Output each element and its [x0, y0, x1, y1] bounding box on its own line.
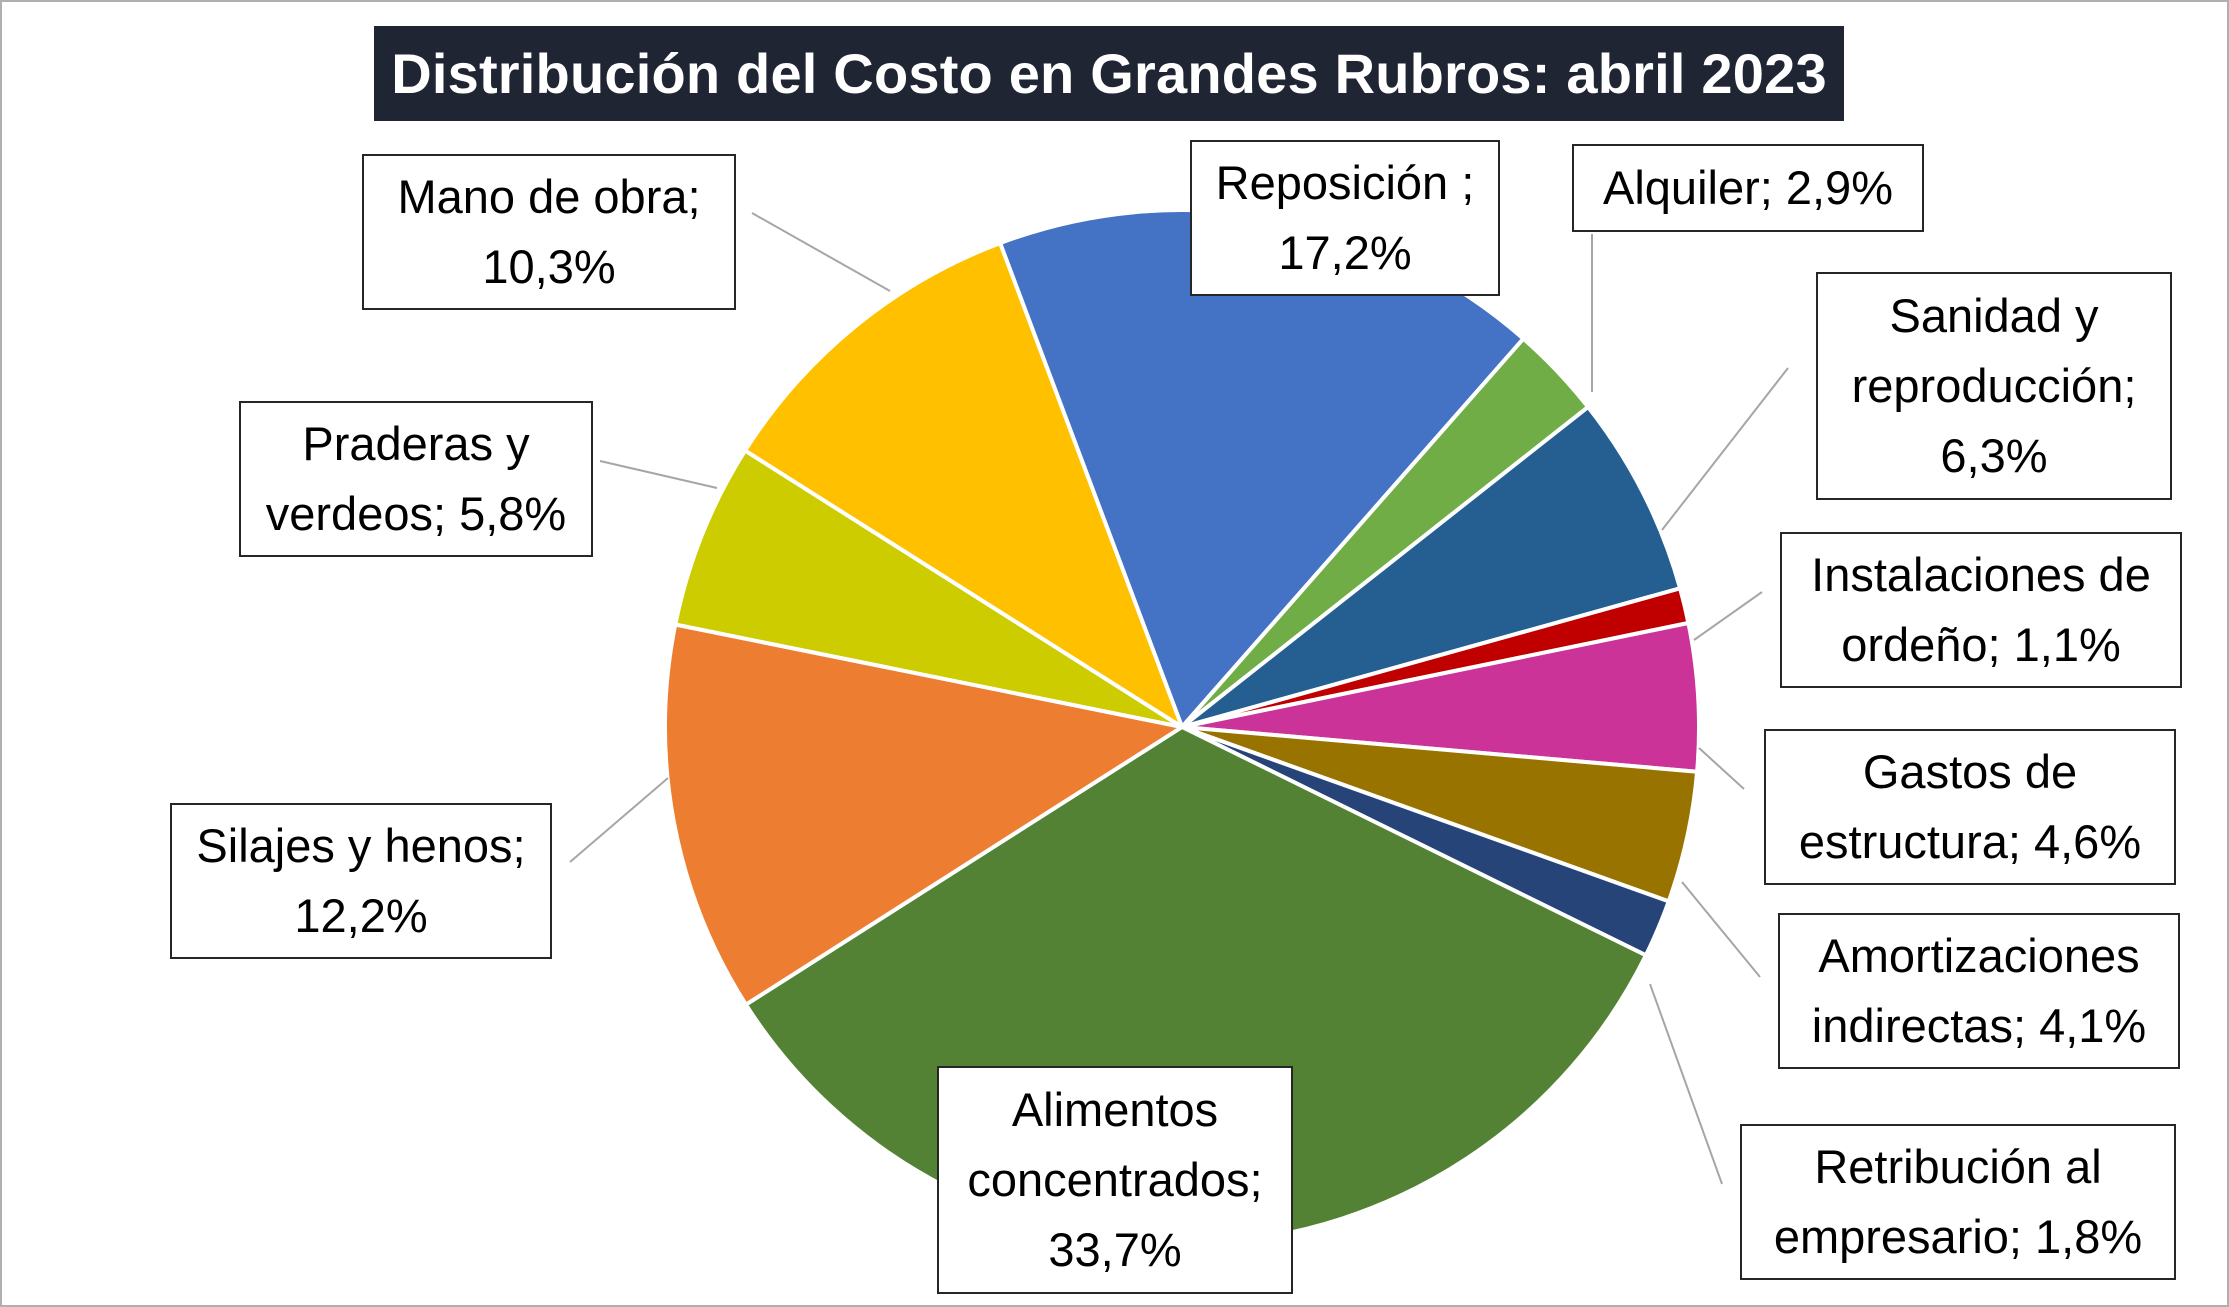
leader-line: [1681, 881, 1761, 978]
data-label-line: estructura; 4,6%: [1798, 815, 2142, 868]
data-label-line: verdeos; 5,8%: [265, 487, 567, 540]
leader-line: [1661, 367, 1789, 531]
data-label-line: reproducción;: [1851, 359, 2137, 412]
pie-slice-praderas-y-verdeos: [673, 448, 1184, 729]
leader-line: [569, 777, 669, 863]
data-label-line: concentrados;: [967, 1153, 1263, 1206]
data-label-line: 17,2%: [1278, 226, 1412, 279]
data-label: Praderas y verdeos; 5,8%: [239, 401, 593, 557]
data-label-line: Mano de obra;: [397, 170, 701, 223]
data-label-line: 12,2%: [294, 889, 428, 942]
data-label-line: Reposición ;: [1215, 156, 1475, 209]
data-label: Retribución al empresario; 1,8%: [1740, 1124, 2176, 1280]
data-label-line: Alquiler; 2,9%: [1603, 161, 1893, 214]
data-label: Alimentos concentrados; 33,7%: [937, 1066, 1293, 1294]
pie-slice-mano-de-obra: [743, 241, 1184, 729]
data-label-line: Gastos de: [1862, 745, 2078, 798]
data-label-line: indirectas; 4,1%: [1811, 999, 2147, 1052]
data-label: Sanidad y reproducción; 6,3%: [1816, 272, 2172, 500]
leader-line: [1698, 747, 1745, 790]
leader-line: [599, 460, 718, 489]
data-label-line: 6,3%: [1940, 429, 2048, 482]
data-label-line: 33,7%: [1048, 1223, 1182, 1276]
data-label-line: ordeño; 1,1%: [1841, 618, 2121, 671]
data-label: Mano de obra; 10,3%: [362, 154, 736, 310]
chart-title: Distribución del Costo en Grandes Rubros…: [374, 26, 1844, 121]
data-label: Amortizaciones indirectas; 4,1%: [1778, 913, 2180, 1069]
data-label: Reposición ; 17,2%: [1190, 140, 1500, 296]
data-label-line: Silajes y henos;: [196, 819, 526, 872]
pie-slices: [663, 208, 1701, 1246]
data-label-line: Alimentos: [1011, 1083, 1219, 1136]
data-label: Silajes y henos; 12,2%: [170, 803, 552, 959]
leader-line: [1649, 983, 1723, 1185]
data-label-line: Praderas y: [302, 417, 530, 470]
leader-line: [751, 212, 891, 292]
pie-slice-sanidad-y-reproducción: [1180, 405, 1683, 729]
data-label: Alquiler; 2,9%: [1572, 144, 1924, 232]
data-label: Instalaciones de ordeño; 1,1%: [1780, 532, 2182, 688]
data-label-line: Amortizaciones: [1818, 929, 2140, 982]
data-label: Gastos de estructura; 4,6%: [1764, 729, 2176, 885]
data-label-line: empresario; 1,8%: [1773, 1210, 2143, 1263]
data-label-line: Instalaciones de: [1811, 548, 2151, 601]
leader-line: [1693, 591, 1763, 641]
data-label-line: Retribución al: [1814, 1140, 2102, 1193]
data-label-line: 10,3%: [482, 240, 616, 293]
data-label-line: Sanidad y: [1889, 289, 2099, 342]
pie-slice-silajes-y-henos: [663, 622, 1184, 1007]
leader-lines: [569, 212, 1789, 1185]
